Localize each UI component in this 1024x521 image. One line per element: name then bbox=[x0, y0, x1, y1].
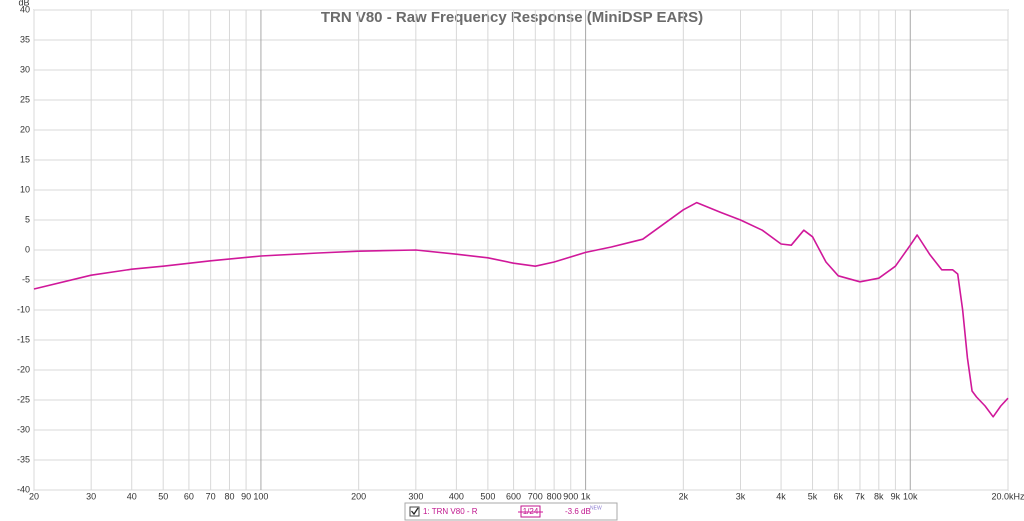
y-tick-label: 30 bbox=[20, 64, 30, 74]
x-tick-label: 40 bbox=[127, 491, 137, 501]
x-tick-label: 400 bbox=[449, 491, 464, 501]
x-tick-label: 30 bbox=[86, 491, 96, 501]
chart-title: TRN V80 - Raw Frequency Response (MiniDS… bbox=[321, 9, 703, 26]
x-tick-label: 700 bbox=[528, 491, 543, 501]
x-tick-label: 500 bbox=[480, 491, 495, 501]
x-tick-label: 800 bbox=[547, 491, 562, 501]
x-tick-label: 90 bbox=[241, 491, 251, 501]
x-tick-label: 1k bbox=[581, 491, 591, 501]
y-tick-label: 0 bbox=[25, 244, 30, 254]
x-tick-label: 70 bbox=[206, 491, 216, 501]
x-tick-label: 60 bbox=[184, 491, 194, 501]
x-tick-label: 2k bbox=[679, 491, 689, 501]
y-unit: dB bbox=[18, 0, 29, 7]
y-tick-label: -25 bbox=[17, 394, 30, 404]
legend-offset: -3.6 dB bbox=[565, 507, 591, 516]
legend-checkbox[interactable] bbox=[409, 506, 420, 517]
x-tick-label: 4k bbox=[776, 491, 786, 501]
x-tick-label: 8k bbox=[874, 491, 884, 501]
x-tick-label: 3k bbox=[736, 491, 746, 501]
y-tick-label: 5 bbox=[25, 214, 30, 224]
y-tick-label: 20 bbox=[20, 124, 30, 134]
y-tick-label: 10 bbox=[20, 184, 30, 194]
x-tick-label: 20.0kHz bbox=[991, 491, 1024, 501]
x-tick-label: 100 bbox=[253, 491, 268, 501]
legend-label: 1: TRN V80 - R bbox=[423, 507, 478, 516]
series-line bbox=[33, 201, 1009, 418]
y-tick-label: 35 bbox=[20, 34, 30, 44]
grid bbox=[33, 9, 1009, 491]
legend: 1/24 -3.6 dB NEW 1: TRN V80 - R bbox=[404, 502, 618, 521]
legend-box bbox=[404, 502, 618, 521]
x-tick-label: 20 bbox=[29, 491, 39, 501]
x-tick-label: 200 bbox=[351, 491, 366, 501]
x-tick-label: 900 bbox=[563, 491, 578, 501]
check-mark bbox=[411, 507, 419, 516]
y-tick-label: -5 bbox=[22, 274, 30, 284]
y-tick-label: -10 bbox=[17, 304, 30, 314]
y-tick-label: 15 bbox=[20, 154, 30, 164]
y-tick-label: -15 bbox=[17, 334, 30, 344]
x-tick-label: 10k bbox=[903, 491, 918, 501]
x-tick-label: 80 bbox=[224, 491, 234, 501]
y-tick-label: -35 bbox=[17, 454, 30, 464]
x-tick-label: 9k bbox=[891, 491, 901, 501]
x-tick-label: 6k bbox=[833, 491, 843, 501]
y-tick-label: 40 bbox=[20, 4, 30, 14]
y-tick-label: -20 bbox=[17, 364, 30, 374]
legend-tag: NEW bbox=[590, 505, 602, 511]
y-tick-label: -40 bbox=[17, 484, 30, 494]
x-tick-label: 300 bbox=[408, 491, 423, 501]
y-tick-label: -30 bbox=[17, 424, 30, 434]
x-tick-label: 600 bbox=[506, 491, 521, 501]
x-tick-label: 50 bbox=[158, 491, 168, 501]
y-tick-label: 25 bbox=[20, 94, 30, 104]
x-tick-label: 7k bbox=[855, 491, 865, 501]
x-tick-label: 5k bbox=[808, 491, 818, 501]
